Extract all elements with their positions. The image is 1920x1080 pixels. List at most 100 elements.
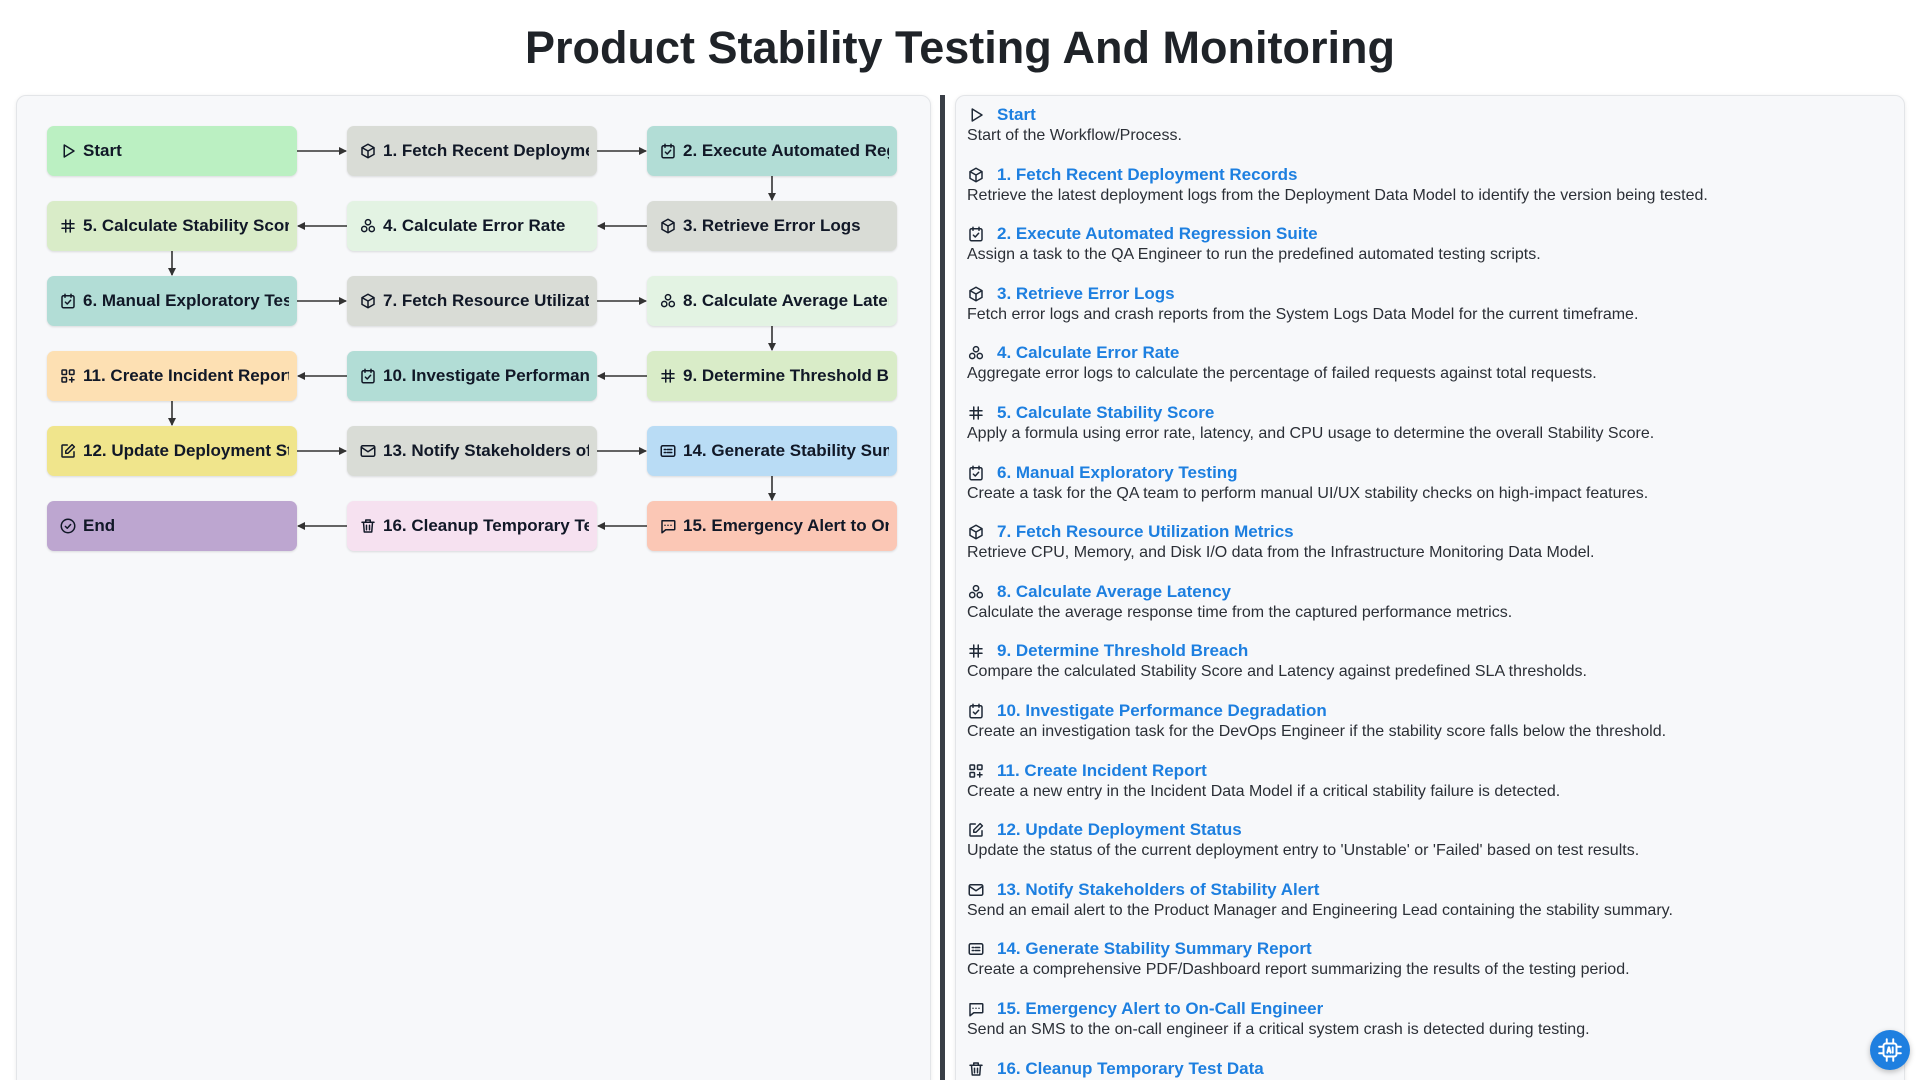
step-item: 9. Determine Threshold Breach Compare the… (967, 640, 1887, 681)
step-item: 16. Cleanup Temporary Test Data (967, 1058, 1887, 1080)
report-icon (967, 940, 985, 958)
flow-node-end[interactable]: End (47, 501, 297, 551)
edit-icon (967, 821, 985, 839)
flow-node-n14[interactable]: 14. Generate Stability Summary Report (647, 426, 897, 476)
flow-node-n8[interactable]: 8. Calculate Average Latency (647, 276, 897, 326)
flow-node-n16[interactable]: 16. Cleanup Temporary Test Data (347, 501, 597, 551)
step-title-link[interactable]: Start (997, 105, 1036, 124)
step-item: Start Start of the Workflow/Process. (967, 104, 1887, 145)
flow-node-label: 4. Calculate Error Rate (383, 216, 566, 235)
cube-icon (359, 292, 377, 310)
flow-node-label: 10. Investigate Performance Degradation (383, 366, 589, 385)
checkbox-icon (659, 142, 677, 160)
flow-node-start[interactable]: Start (47, 126, 297, 176)
step-description: Calculate the average response time from… (967, 603, 1513, 621)
step-description: Apply a formula using error rate, latenc… (967, 425, 1655, 442)
trash-icon (359, 517, 377, 535)
play-icon (59, 142, 77, 160)
ai-chip-icon (1877, 1037, 1903, 1063)
step-title-link[interactable]: 6. Manual Exploratory Testing (997, 462, 1238, 482)
assistant-button[interactable] (1870, 1030, 1910, 1070)
step-item: 3. Retrieve Error Logs Fetch error logs a… (967, 283, 1887, 324)
step-title-link[interactable]: 11. Create Incident Report (997, 760, 1207, 780)
step-description: Fetch error logs and crash reports from … (967, 305, 1639, 323)
flow-node-label: 8. Calculate Average Latency (683, 291, 889, 310)
mail-icon (359, 442, 377, 460)
step-title-link[interactable]: 1. Fetch Recent Deployment Records (997, 164, 1298, 184)
step-title-link[interactable]: 5. Calculate Stability Score (997, 403, 1215, 422)
report-icon (659, 442, 677, 460)
step-item: 2. Execute Automated Regression Suite Ass… (967, 223, 1887, 264)
flow-node-label: 2. Execute Automated Regression Suite (683, 141, 889, 160)
checkbox-icon (359, 367, 377, 385)
panel-splitter[interactable] (940, 95, 945, 1080)
flow-node-label: 7. Fetch Resource Utilization Metrics (383, 291, 589, 310)
step-title-link[interactable]: 2. Execute Automated Regression Suite (997, 224, 1318, 244)
step-item: 12. Update Deployment Status Update the s… (967, 819, 1887, 860)
flow-node-n13[interactable]: 13. Notify Stakeholders of Stability Ale… (347, 426, 597, 476)
flow-node-n6[interactable]: 6. Manual Exploratory Testing (47, 276, 297, 326)
step-description: Create an investigation task for the Dev… (967, 723, 1667, 740)
step-item: 10. Investigate Performance Degradation C… (967, 700, 1887, 741)
sms-icon (967, 1000, 985, 1018)
flow-node-n4[interactable]: 4. Calculate Error Rate (347, 201, 597, 251)
flow-node-label: 9. Determine Threshold Breach (683, 366, 889, 385)
cluster-icon (967, 344, 985, 362)
flow-node-n2[interactable]: 2. Execute Automated Regression Suite (647, 126, 897, 176)
flow-node-n1[interactable]: 1. Fetch Recent Deployment Records (347, 126, 597, 176)
step-description: Create a new entry in the Incident Data … (967, 782, 1561, 800)
hash-icon (659, 367, 677, 385)
flow-node-n5[interactable]: 5. Calculate Stability Score (47, 201, 297, 251)
flow-node-label: 14. Generate Stability Summary Report (683, 441, 889, 460)
step-item: 11. Create Incident Report Create a new e… (967, 760, 1887, 801)
step-description: Create a comprehensive PDF/Dashboard rep… (967, 961, 1630, 979)
flow-node-label: End (83, 516, 116, 535)
step-item: 1. Fetch Recent Deployment Records Retrie… (967, 164, 1887, 205)
flow-node-n11[interactable]: 11. Create Incident Report (47, 351, 297, 401)
flow-node-label: 15. Emergency Alert to On-Call Engineer (683, 516, 889, 535)
cube-icon (967, 523, 985, 541)
flow-node-label: 3. Retrieve Error Logs (683, 216, 861, 235)
cube-icon (359, 142, 377, 160)
hash-icon (59, 217, 77, 235)
hash-icon (967, 642, 985, 660)
flow-node-n9[interactable]: 9. Determine Threshold Breach (647, 351, 897, 401)
flow-node-n15[interactable]: 15. Emergency Alert to On-Call Engineer (647, 501, 897, 551)
step-title-link[interactable]: 8. Calculate Average Latency (997, 581, 1232, 601)
mail-icon (967, 881, 985, 899)
step-title-link[interactable]: 15. Emergency Alert to On-Call Engineer (997, 999, 1324, 1018)
step-title-link[interactable]: 16. Cleanup Temporary Test Data (997, 1058, 1264, 1078)
step-title-link[interactable]: 7. Fetch Resource Utilization Metrics (997, 522, 1294, 542)
step-title-link[interactable]: 12. Update Deployment Status (997, 820, 1242, 840)
checkbox-icon (967, 702, 985, 720)
flow-node-n7[interactable]: 7. Fetch Resource Utilization Metrics (347, 276, 597, 326)
step-title-link[interactable]: 3. Retrieve Error Logs (997, 283, 1175, 303)
step-description: Assign a task to the QA Engineer to run … (967, 246, 1541, 264)
flow-node-label: 16. Cleanup Temporary Test Data (383, 516, 589, 535)
step-title-link[interactable]: 13. Notify Stakeholders of Stability Ale… (997, 879, 1320, 899)
step-item: 14. Generate Stability Summary Report Cre… (967, 938, 1887, 979)
check-circle-icon (59, 517, 77, 535)
play-icon (967, 106, 985, 124)
step-title-link[interactable]: 4. Calculate Error Rate (997, 343, 1180, 363)
step-title-link[interactable]: 14. Generate Stability Summary Report (997, 939, 1312, 959)
checkbox-icon (967, 464, 985, 482)
step-item: 5. Calculate Stability Score Apply a form… (967, 402, 1887, 443)
page-title: Product Stability Testing And Monitoring (525, 22, 1395, 73)
step-title-link[interactable]: 10. Investigate Performance Degradation (997, 701, 1327, 720)
step-item: 4. Calculate Error Rate Aggregate error l… (967, 342, 1887, 383)
flow-node-label: 11. Create Incident Report (83, 366, 289, 385)
step-description: Retrieve the latest deployment logs from… (967, 186, 1708, 204)
flow-node-n10[interactable]: 10. Investigate Performance Degradation (347, 351, 597, 401)
step-description: Send an email alert to the Product Manag… (967, 901, 1673, 919)
flow-node-label: 13. Notify Stakeholders of Stability Ale… (383, 441, 589, 460)
step-description: Create a task for the QA team to perform… (967, 484, 1649, 502)
flow-node-label: 1. Fetch Recent Deployment Records (383, 141, 589, 160)
step-item: 6. Manual Exploratory Testing Create a ta… (967, 462, 1887, 503)
step-description: Retrieve CPU, Memory, and Disk I/O data … (967, 544, 1595, 562)
cluster-icon (967, 583, 985, 601)
edit-icon (59, 442, 77, 460)
step-title-link[interactable]: 9. Determine Threshold Breach (997, 641, 1249, 661)
flow-node-n3[interactable]: 3. Retrieve Error Logs (647, 201, 897, 251)
flow-node-n12[interactable]: 12. Update Deployment Status (47, 426, 297, 476)
